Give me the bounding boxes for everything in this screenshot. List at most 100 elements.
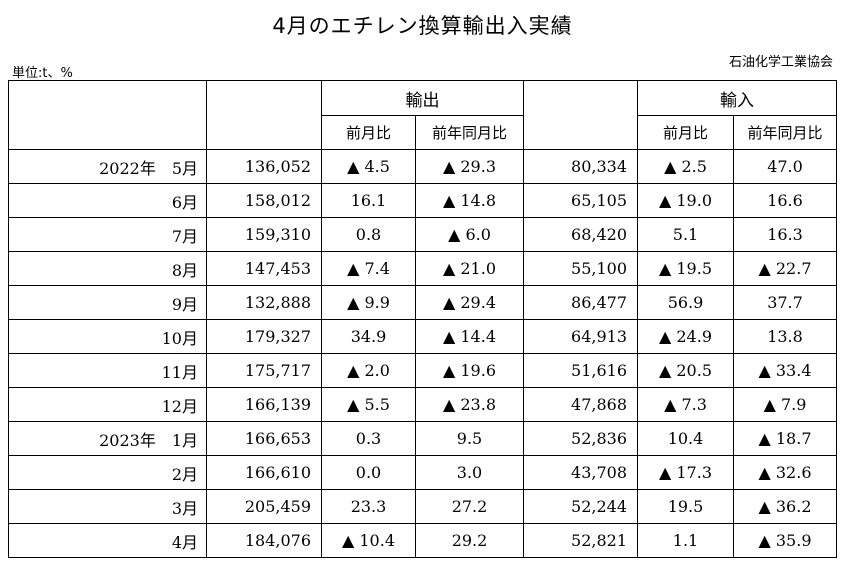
period-cell: 12月 [8,387,207,422]
table-row: 2022年 5月 136,052 ▲ 4.5 ▲ 29.3 80,334 ▲ 2.5 47.… [8,149,837,184]
source-label: 石油化学工業協会 [728,55,833,70]
import-mom-cell: 10.4 [637,421,734,456]
import-volume-cell: 86,477 [523,285,638,320]
import-volume-cell: 51,616 [523,353,638,388]
export-volume-cell: 205,459 [206,489,322,524]
page-title: 4月のエチレン換算輸出入実績 [272,14,573,38]
export-volume-cell: 179,327 [206,319,322,354]
period-cell: 10月 [8,319,207,354]
import-volume-cell: 52,244 [523,489,638,524]
period-cell: 2023年 1月 [8,421,207,456]
header-import-yoy: 前年同月比 [733,115,837,150]
export-volume-cell: 158,012 [206,183,322,218]
export-mom-cell: 0.3 [321,421,416,456]
export-mom-cell: ▲ 7.4 [321,251,416,286]
import-yoy-cell: 16.6 [733,183,837,218]
export-mom-cell: 16.1 [321,183,416,218]
period-cell: 2月 [8,455,207,490]
header-corner-lower [8,115,207,150]
import-volume-cell: 43,708 [523,455,638,490]
period-cell: 2022年 5月 [8,149,207,184]
import-volume-cell: 55,100 [523,251,638,286]
period-cell: 4月 [8,523,207,558]
import-mom-cell: ▲ 17.3 [637,455,734,490]
import-volume-cell: 52,836 [523,421,638,456]
header-export-volume [206,115,322,150]
table-row: 9月 132,888 ▲ 9.9 ▲ 29.4 86,477 56.9 37.7 [8,285,837,320]
table-row: 10月 179,327 34.9 ▲ 14.4 64,913 ▲ 24.9 13.8 [8,319,837,354]
period-cell: 7月 [8,217,207,252]
import-mom-cell: 56.9 [637,285,734,320]
export-volume-cell: 166,139 [206,387,322,422]
import-volume-cell: 64,913 [523,319,638,354]
export-yoy-cell: 29.2 [415,523,524,558]
export-mom-cell: ▲ 2.0 [321,353,416,388]
header-export: 輸出 [321,80,524,116]
export-yoy-cell: ▲ 29.4 [415,285,524,320]
export-mom-cell: 34.9 [321,319,416,354]
import-volume-cell: 65,105 [523,183,638,218]
import-yoy-cell: 37.7 [733,285,837,320]
header-import: 輸入 [637,80,837,116]
table-row: 2023年 1月 166,653 0.3 9.5 52,836 10.4 ▲ 18.7 [8,421,837,456]
export-mom-cell: ▲ 9.9 [321,285,416,320]
export-yoy-cell: ▲ 29.3 [415,149,524,184]
import-volume-cell: 47,868 [523,387,638,422]
table-row: 8月 147,453 ▲ 7.4 ▲ 21.0 55,100 ▲ 19.5 ▲ 22.7 [8,251,837,286]
period-cell: 3月 [8,489,207,524]
export-yoy-cell: ▲ 14.4 [415,319,524,354]
export-volume-cell: 166,653 [206,421,322,456]
export-yoy-cell: ▲ 21.0 [415,251,524,286]
period-cell: 8月 [8,251,207,286]
export-mom-cell: ▲ 5.5 [321,387,416,422]
import-yoy-cell: 16.3 [733,217,837,252]
table-row: 12月 166,139 ▲ 5.5 ▲ 23.8 47,868 ▲ 7.3 ▲ 7.9 [8,387,837,422]
export-yoy-cell: 3.0 [415,455,524,490]
export-volume-cell: 184,076 [206,523,322,558]
export-yoy-cell: 27.2 [415,489,524,524]
import-mom-cell: ▲ 24.9 [637,319,734,354]
import-volume-cell: 80,334 [523,149,638,184]
import-yoy-cell: ▲ 33.4 [733,353,837,388]
export-volume-cell: 175,717 [206,353,322,388]
header-export-spacer [206,80,322,116]
import-yoy-cell: ▲ 32.6 [733,455,837,490]
period-cell: 6月 [8,183,207,218]
import-volume-cell: 52,821 [523,523,638,558]
import-yoy-cell: ▲ 22.7 [733,251,837,286]
import-mom-cell: 1.1 [637,523,734,558]
table-row: 7月 159,310 0.8 ▲ 6.0 68,420 5.1 16.3 [8,217,837,252]
import-mom-cell: 5.1 [637,217,734,252]
export-volume-cell: 166,610 [206,455,322,490]
import-mom-cell: ▲ 2.5 [637,149,734,184]
table-row: 2月 166,610 0.0 3.0 43,708 ▲ 17.3 ▲ 32.6 [8,455,837,490]
export-yoy-cell: ▲ 19.6 [415,353,524,388]
import-mom-cell: ▲ 19.5 [637,251,734,286]
import-yoy-cell: 47.0 [733,149,837,184]
import-yoy-cell: ▲ 35.9 [733,523,837,558]
import-yoy-cell: ▲ 7.9 [733,387,837,422]
import-volume-cell: 68,420 [523,217,638,252]
data-table: 輸出 輸入 前月比 前年同月比 前月比 前年同月比 2022年 5月 136,05… [8,80,837,558]
import-mom-cell: ▲ 20.5 [637,353,734,388]
import-yoy-cell: ▲ 36.2 [733,489,837,524]
export-yoy-cell: ▲ 23.8 [415,387,524,422]
header-import-spacer [523,80,638,116]
export-mom-cell: ▲ 10.4 [321,523,416,558]
import-mom-cell: 19.5 [637,489,734,524]
export-yoy-cell: ▲ 14.8 [415,183,524,218]
export-yoy-cell: ▲ 6.0 [415,217,524,252]
export-mom-cell: ▲ 4.5 [321,149,416,184]
table-row: 6月 158,012 16.1 ▲ 14.8 65,105 ▲ 19.0 16.6 [8,183,837,218]
export-volume-cell: 147,453 [206,251,322,286]
table-row: 11月 175,717 ▲ 2.0 ▲ 19.6 51,616 ▲ 20.5 ▲ 33.4 [8,353,837,388]
export-volume-cell: 159,310 [206,217,322,252]
table-row: 3月 205,459 23.3 27.2 52,244 19.5 ▲ 36.2 [8,489,837,524]
period-cell: 9月 [8,285,207,320]
export-mom-cell: 23.3 [321,489,416,524]
unit-label: 単位:t、% [12,66,73,81]
import-yoy-cell: 13.8 [733,319,837,354]
export-yoy-cell: 9.5 [415,421,524,456]
export-mom-cell: 0.0 [321,455,416,490]
header-corner [8,80,207,116]
